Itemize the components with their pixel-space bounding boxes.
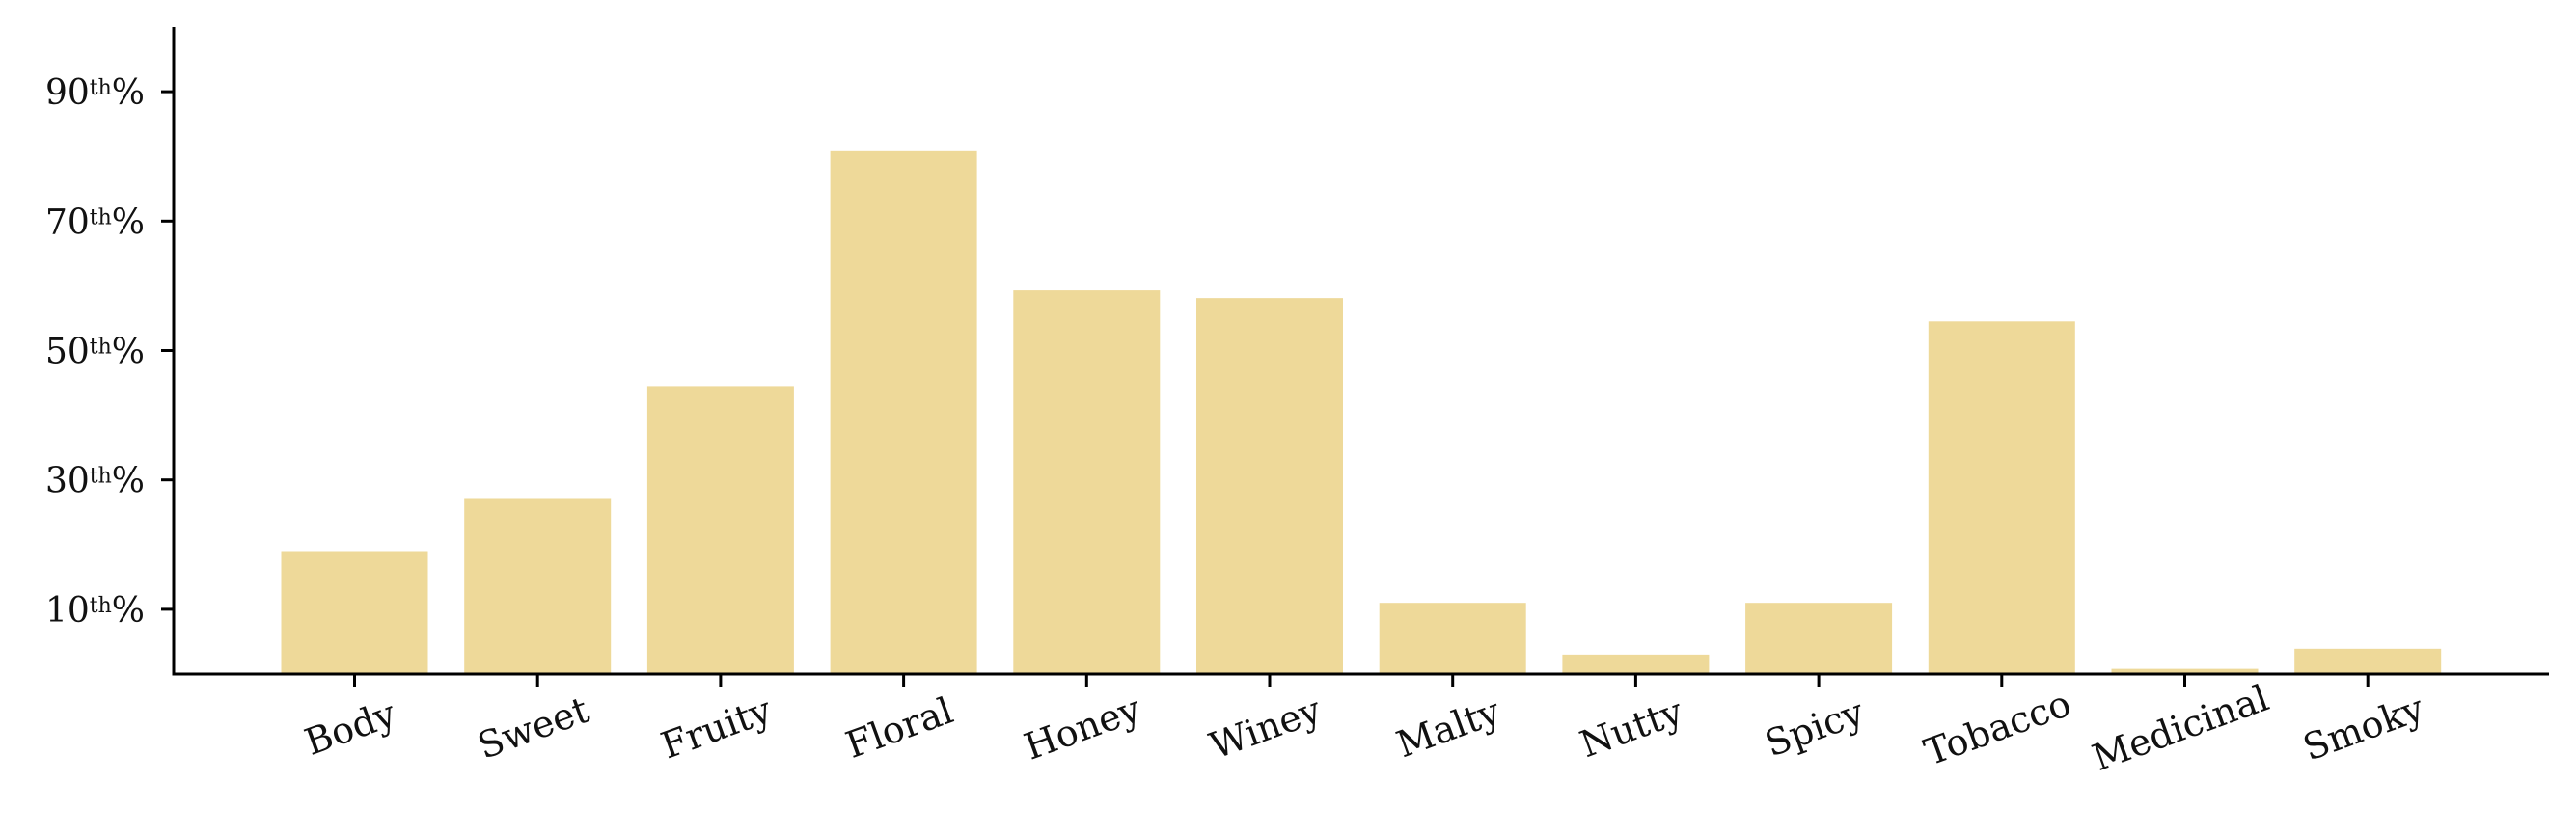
bar-fruity xyxy=(646,386,794,674)
bar-nutty xyxy=(1562,654,1710,674)
x-tick-label-sweet: Sweet xyxy=(472,688,594,768)
bar-winey xyxy=(1196,298,1343,674)
bar-malty xyxy=(1379,603,1526,674)
y-tick-label: 90th% xyxy=(45,73,145,113)
y-tick-label: 70th% xyxy=(45,202,145,242)
y-tick-label: 30th% xyxy=(45,462,145,501)
x-tick-label-fruity: Fruity xyxy=(656,688,778,768)
bar-tobacco xyxy=(1928,321,2075,674)
x-axis-ticks: Body Sweet Fruity Floral Honey Winey Malty Nutt… xyxy=(299,674,2430,780)
bar-smoky xyxy=(2294,648,2442,674)
y-tick-label: 50th% xyxy=(45,333,145,372)
y-tick-label: 10th% xyxy=(45,591,145,631)
x-tick-label-nutty: Nutty xyxy=(1575,689,1689,766)
x-tick-label-winey: Winey xyxy=(1204,688,1327,768)
x-tick-label-spicy: Spicy xyxy=(1760,690,1870,766)
x-tick-label-body: Body xyxy=(299,691,401,764)
bar-body xyxy=(281,551,428,674)
bar-honey xyxy=(1013,290,1161,674)
x-tick-label-smoky: Smoky xyxy=(2297,687,2429,769)
bar-spicy xyxy=(1745,603,1893,674)
x-tick-label-honey: Honey xyxy=(1019,688,1146,769)
bar-medicinal xyxy=(2111,668,2259,674)
x-tick-label-medicinal: Medicinal xyxy=(2087,677,2274,780)
bars-group xyxy=(281,150,2442,674)
x-tick-label-floral: Floral xyxy=(840,689,959,767)
x-tick-label-malty: Malty xyxy=(1391,689,1506,766)
y-axis-ticks: 10th% 30th% 50th% 70th% 90th% xyxy=(45,73,174,631)
bar-floral xyxy=(830,150,977,674)
bar-sweet xyxy=(464,498,612,674)
x-tick-label-tobacco: Tobacco xyxy=(1919,682,2076,773)
